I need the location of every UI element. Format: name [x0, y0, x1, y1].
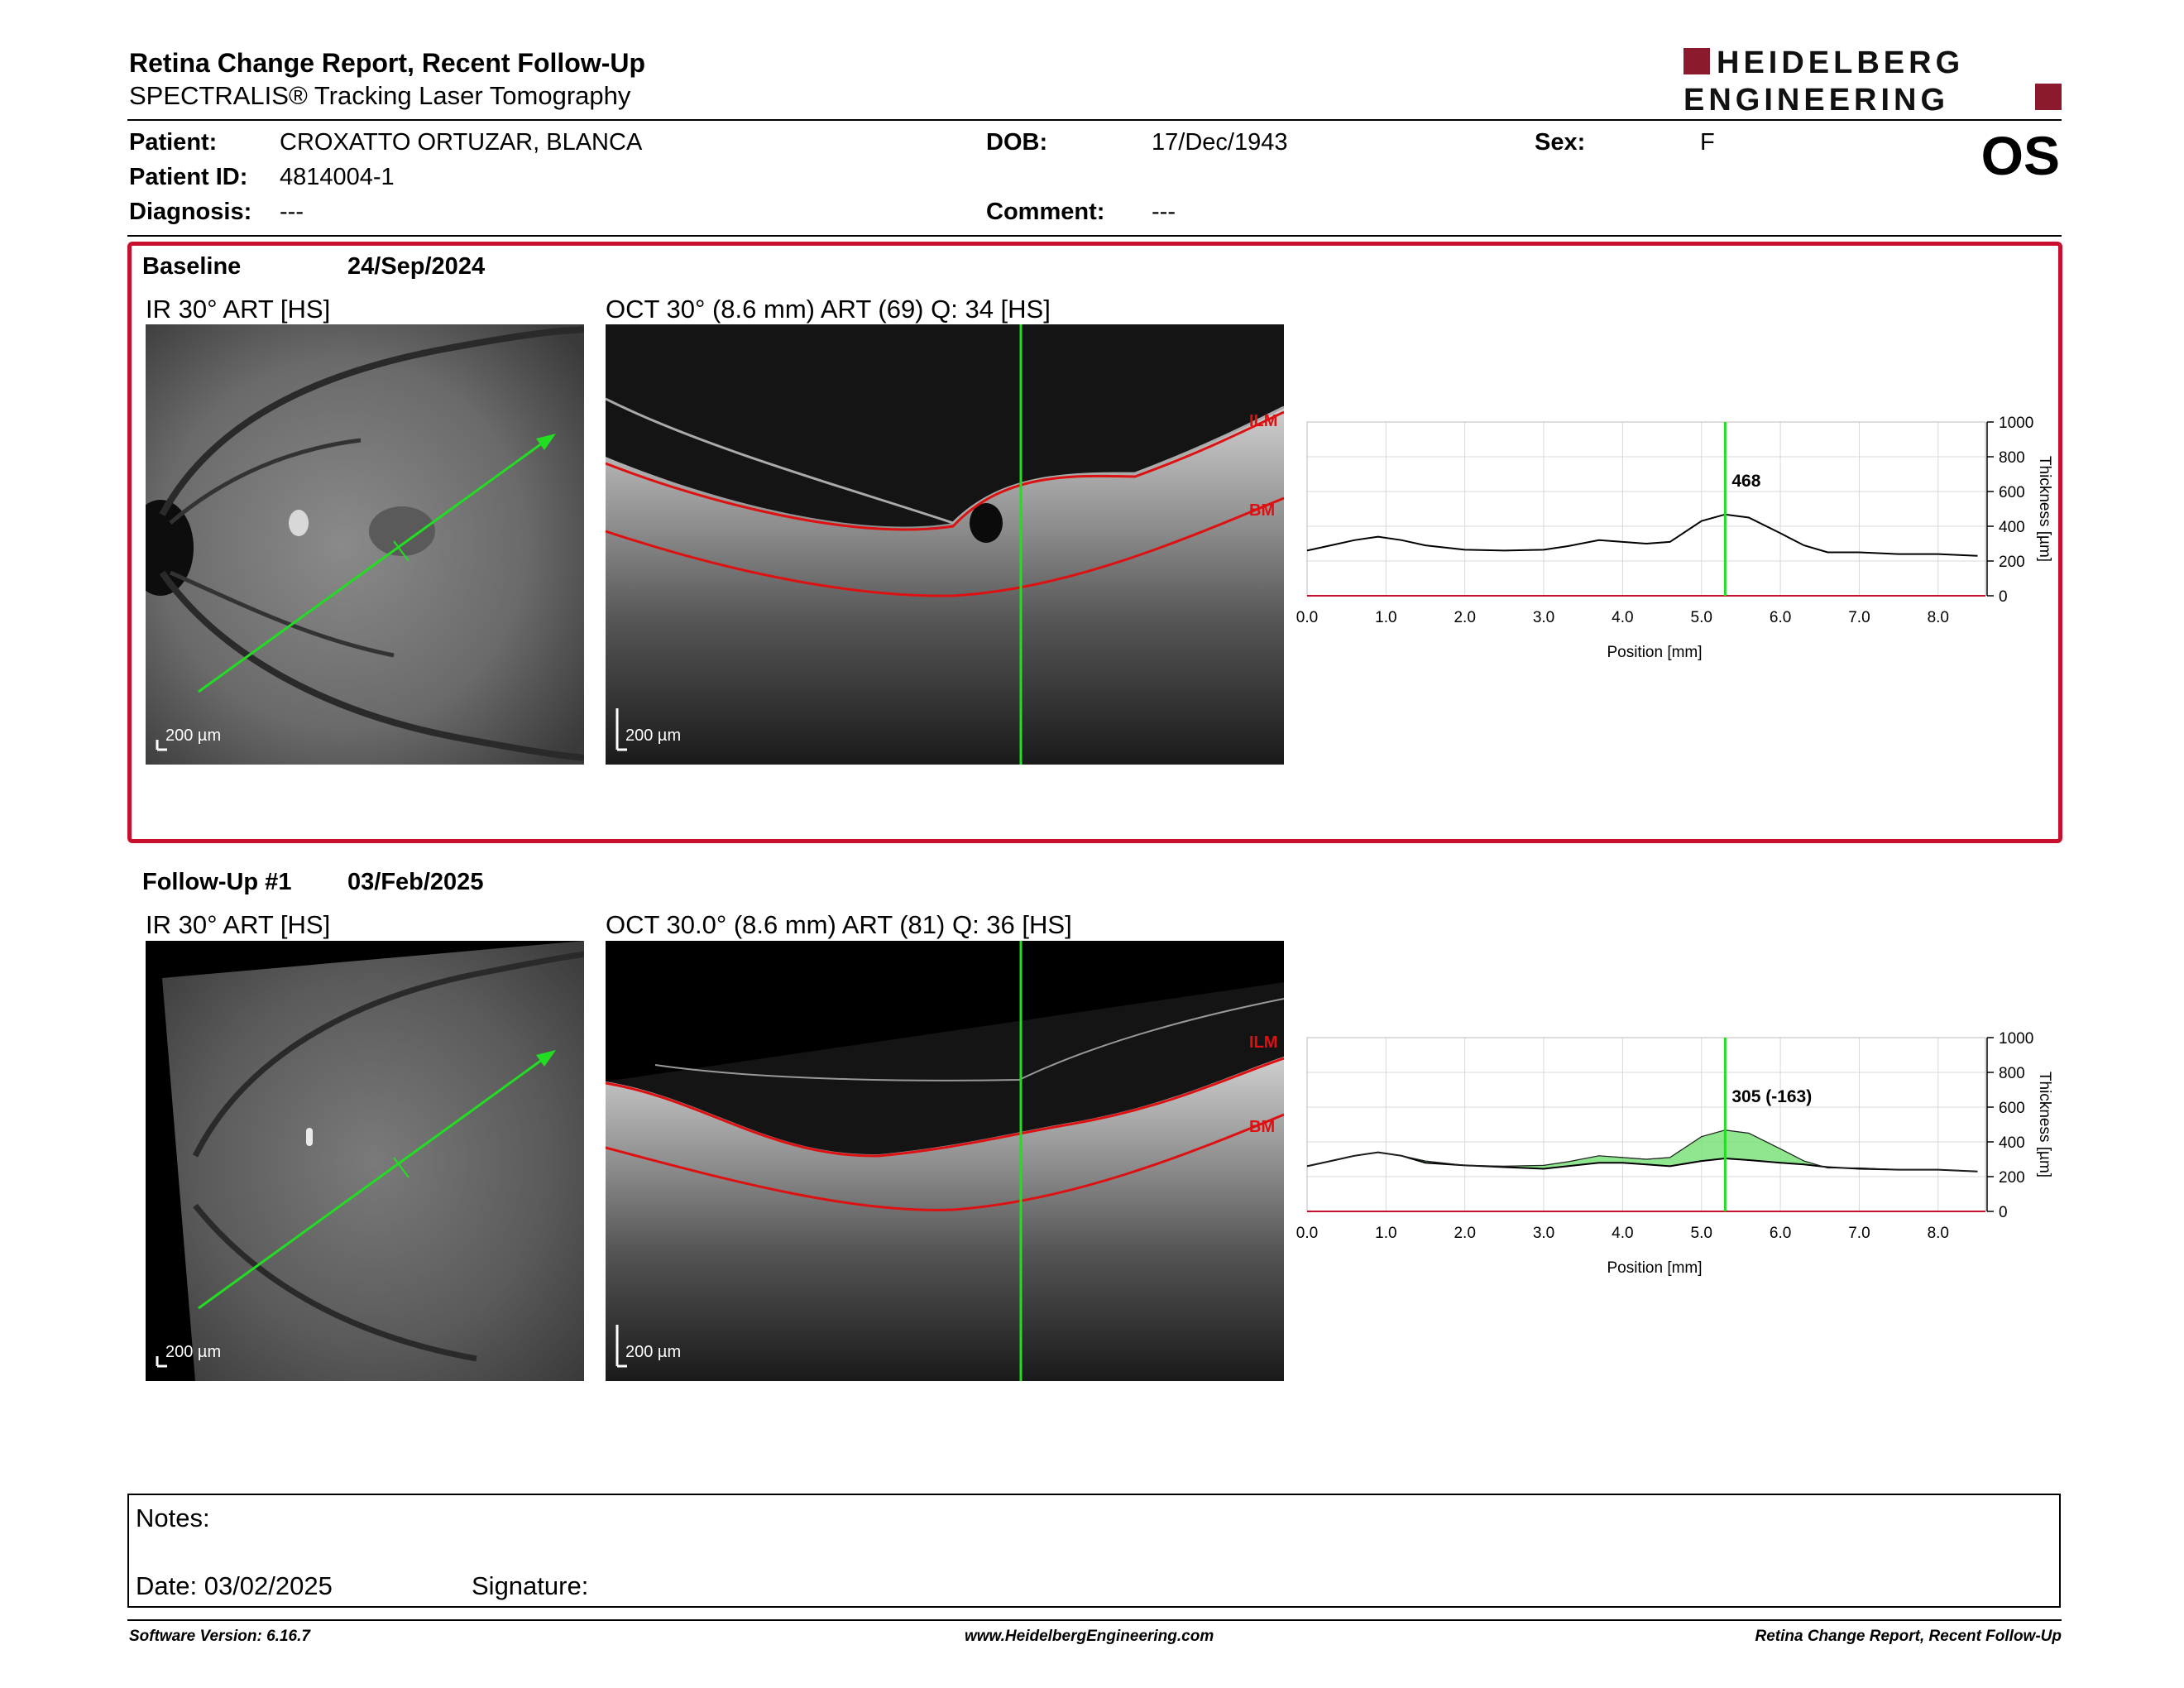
followup-ilm-label: ILM — [1249, 1033, 1278, 1052]
y-axis-label: Thickness [µm] — [2036, 456, 2053, 562]
x-tick-label: 1.0 — [1375, 609, 1396, 626]
notes-box[interactable]: Notes: Date: 03/02/2025 Signature: — [127, 1494, 2061, 1608]
y-tick-label: 600 — [1999, 484, 2025, 501]
eye-indicator: OS — [1980, 125, 2060, 186]
x-tick-label: 3.0 — [1533, 1225, 1554, 1242]
diagnosis-value: --- — [280, 199, 304, 225]
x-axis-label: Position [mm] — [1607, 644, 1702, 661]
baseline-ilm-label: ILM — [1249, 412, 1278, 430]
baseline-ir-scale-text: 200 µm — [165, 727, 222, 745]
x-tick-label: 0.0 — [1296, 609, 1318, 626]
x-tick-label: 0.0 — [1296, 1225, 1318, 1242]
x-tick-label: 1.0 — [1375, 1225, 1396, 1242]
comment-label: Comment: — [986, 199, 1105, 225]
plot-frame — [1306, 1037, 1986, 1212]
comment-value: --- — [1152, 199, 1176, 225]
thickness-series-line — [1306, 1129, 1978, 1172]
x-tick-label: 2.0 — [1454, 609, 1475, 626]
website-link[interactable]: www.HeidelbergEngineering.com — [965, 1628, 1214, 1645]
baseline-oct-scale-text: 200 µm — [625, 727, 682, 745]
software-version: Software Version: 6.16.7 — [129, 1628, 310, 1645]
x-tick-label: 8.0 — [1928, 609, 1949, 626]
baseline-highlight-frame — [127, 242, 2062, 843]
followup-ir-label: IR 30° ART [HS] — [146, 910, 331, 939]
x-tick-label: 5.0 — [1691, 1225, 1712, 1242]
y-tick-label: 800 — [1999, 1065, 2025, 1082]
x-tick-label: 4.0 — [1612, 1225, 1633, 1242]
baseline-oct-bscan-image: ILM BM 200 µm — [606, 324, 1284, 765]
baseline-ir-scalebar — [156, 740, 167, 751]
y-tick-label: 0 — [1999, 588, 2008, 606]
x-tick-label: 6.0 — [1770, 1225, 1791, 1242]
diagnosis-label: Diagnosis: — [129, 199, 252, 225]
baseline-thickness-chart: 0 200 400 600 800 1000 0.0 1.0 2.0 3.0 4.0 5.0 6.0 7.… — [1296, 415, 2053, 661]
baseline-oct-scalebar — [615, 708, 627, 751]
baseline-ir-label: IR 30° ART [HS] — [146, 295, 331, 324]
y-tick-label: 1000 — [1999, 415, 2033, 432]
x-tick-label: 8.0 — [1928, 1225, 1949, 1242]
position-marker-value: 468 — [1731, 472, 1760, 491]
y-tick-label: 200 — [1999, 554, 2025, 571]
heidelberg-logo: HEIDELBERG ENGINEERING — [1684, 46, 2064, 117]
x-tick-label: 7.0 — [1848, 609, 1870, 626]
report-subtitle: SPECTRALIS® Tracking Laser Tomography — [129, 81, 631, 110]
followup-ir-scale-text: 200 µm — [165, 1343, 222, 1361]
x-tick-label: 2.0 — [1454, 1225, 1475, 1242]
patient-name: CROXATTO ORTUZAR, BLANCA — [280, 129, 643, 156]
date-field: Date: 03/02/2025 — [136, 1571, 333, 1600]
followup-oct-label: OCT 30.0° (8.6 mm) ART (81) Q: 36 [HS] — [606, 910, 1072, 939]
dob-value: 17/Dec/1943 — [1152, 129, 1288, 156]
followup-thickness-chart: 0 200 400 600 800 1000 0.0 1.0 2.0 3.0 4.0 5.0 6.0 7.… — [1296, 1030, 2053, 1277]
followup-heading: Follow-Up #1 — [142, 869, 292, 895]
followup-oct-scalebar — [615, 1325, 627, 1368]
followup-scan-arrow — [198, 1050, 556, 1310]
x-axis-label: Position [mm] — [1607, 1259, 1702, 1277]
y-tick-label: 400 — [1999, 519, 2025, 536]
followup-date: 03/Feb/2025 — [347, 869, 484, 895]
thickness-change-area — [1306, 1129, 1978, 1172]
baseline-oct-label: OCT 30° (8.6 mm) ART (69) Q: 34 [HS] — [606, 295, 1051, 324]
baseline-ir-fundus-image: 200 µm — [146, 324, 584, 765]
y-tick-label: 800 — [1999, 449, 2025, 467]
y-axis-label: Thickness [µm] — [2036, 1072, 2053, 1177]
notes-label: Notes: — [136, 1503, 210, 1532]
x-tick-label: 5.0 — [1691, 609, 1712, 626]
y-tick-label: 1000 — [1999, 1030, 2033, 1048]
thickness-series-line — [1306, 513, 1978, 557]
followup-bm-label: BM — [1249, 1118, 1276, 1136]
baseline-scan-arrow — [198, 434, 556, 693]
followup-oct-bscan-image: ILM BM 200 µm — [606, 941, 1284, 1381]
baseline-date: 24/Sep/2024 — [347, 253, 486, 280]
patient-id: 4814004-1 — [280, 164, 395, 190]
header-divider — [127, 119, 2062, 121]
signature-field: Signature: — [472, 1571, 589, 1600]
dob-label: DOB: — [986, 129, 1048, 156]
report-title: Retina Change Report, Recent Follow-Up — [129, 48, 646, 78]
position-marker-value: 305 (-163) — [1731, 1087, 1812, 1106]
sex-value: F — [1700, 129, 1715, 156]
x-tick-label: 4.0 — [1612, 609, 1633, 626]
x-tick-label: 3.0 — [1533, 609, 1554, 626]
y-tick-label: 0 — [1999, 1204, 2008, 1221]
sex-label: Sex: — [1535, 129, 1586, 156]
y-tick-label: 600 — [1999, 1100, 2025, 1117]
followup-ir-scalebar — [156, 1356, 167, 1368]
footer-divider — [127, 1619, 2062, 1621]
logo-text-line2: ENGINEERING — [1684, 83, 1949, 116]
logo-text-line1: HEIDELBERG — [1717, 46, 1964, 80]
patient-id-label: Patient ID: — [129, 164, 248, 190]
x-tick-label: 6.0 — [1770, 609, 1791, 626]
baseline-heading: Baseline — [142, 253, 242, 280]
footer-report-name: Retina Change Report, Recent Follow-Up — [1755, 1628, 2062, 1645]
y-tick-label: 400 — [1999, 1134, 2025, 1152]
x-tick-label: 7.0 — [1848, 1225, 1870, 1242]
plot-frame — [1306, 421, 1986, 597]
followup-ir-fundus-image: 200 µm — [146, 941, 584, 1381]
patient-divider — [127, 235, 2062, 237]
followup-oct-scale-text: 200 µm — [625, 1343, 682, 1361]
baseline-bm-label: BM — [1249, 501, 1276, 520]
patient-label: Patient: — [129, 129, 218, 156]
y-tick-label: 200 — [1999, 1169, 2025, 1187]
